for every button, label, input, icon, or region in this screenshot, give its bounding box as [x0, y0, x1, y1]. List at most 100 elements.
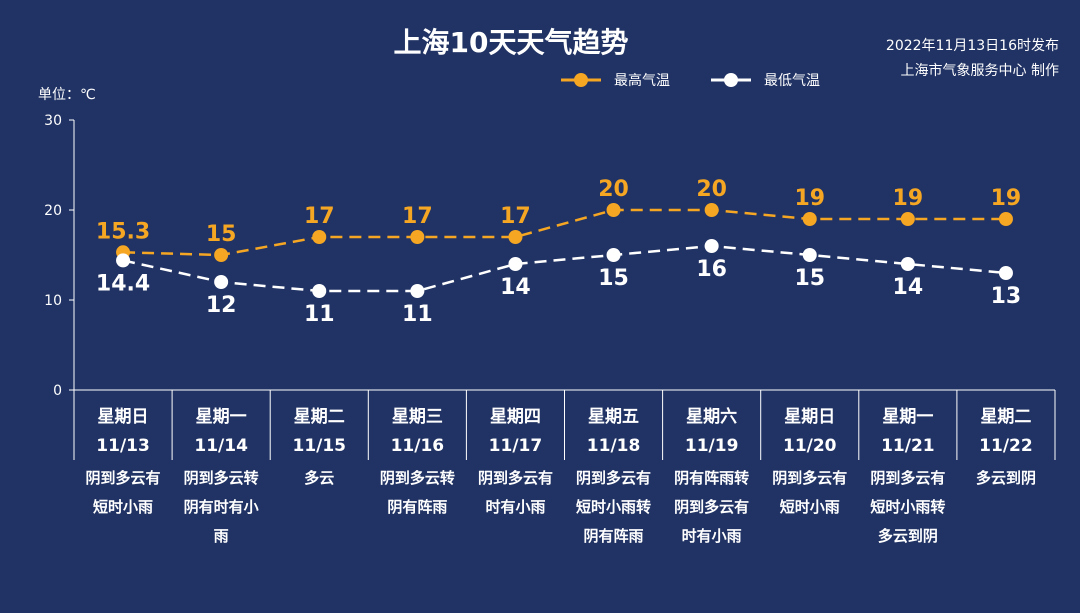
- legend-marker-high: [574, 73, 588, 87]
- weather-text: 阴有阵雨转: [674, 469, 749, 487]
- weather-text: 阴到多云转: [380, 469, 455, 487]
- weather-text: 短时小雨转: [870, 498, 945, 516]
- data-label-high: 19: [893, 186, 924, 211]
- data-label-high: 17: [402, 204, 433, 229]
- series-line-high: [123, 208, 1006, 257]
- weekday-label: 星期日: [784, 407, 835, 427]
- data-label-high: 17: [500, 204, 531, 229]
- weather-text: 阴到多云有: [674, 498, 749, 516]
- weather-text: 短时小雨转: [576, 498, 651, 516]
- data-point-low: [900, 257, 915, 271]
- weather-text: 阴到多云有: [772, 469, 847, 487]
- data-point-low: [998, 266, 1013, 280]
- weekday-label: 星期五: [588, 407, 639, 427]
- series-points: [116, 203, 1013, 298]
- data-point-high: [410, 230, 425, 244]
- weekday-label: 星期三: [392, 407, 443, 427]
- data-point-high: [704, 203, 719, 217]
- series-line-low: [122, 244, 1007, 293]
- data-point-high: [802, 212, 817, 226]
- data-label-low: 14.4: [96, 271, 150, 296]
- date-label: 11/13: [96, 436, 150, 456]
- weather-text: 多云到阴: [976, 469, 1036, 487]
- data-label-low: 14: [500, 275, 531, 300]
- y-tick-label: 10: [44, 293, 62, 309]
- date-label: 11/22: [979, 436, 1033, 456]
- data-point-high: [214, 248, 229, 262]
- weather-text: 阴到多云有: [870, 469, 945, 487]
- data-point-low: [214, 275, 229, 289]
- data-label-high: 17: [304, 204, 335, 229]
- weather-text: 短时小雨: [780, 498, 840, 516]
- data-label-low: 12: [206, 293, 237, 318]
- weekday-label: 星期一: [882, 407, 933, 427]
- y-axis-unit: 单位：℃: [38, 87, 96, 103]
- weather-text: 阴有时有小: [184, 498, 259, 516]
- data-point-high: [606, 203, 621, 217]
- weather-text: 阴到多云有: [86, 469, 161, 487]
- publisher: 上海市气象服务中心 制作: [901, 62, 1059, 79]
- y-tick-label: 0: [53, 383, 62, 399]
- weekday-label: 星期一: [196, 407, 247, 427]
- legend-item-low[interactable]: 最低气温: [711, 73, 820, 89]
- data-label-low: 14: [893, 275, 924, 300]
- data-label-high: 20: [696, 177, 727, 202]
- data-label-low: 13: [991, 284, 1022, 309]
- data-point-high: [508, 230, 523, 244]
- publish-time: 2022年11月13日16时发布: [886, 38, 1059, 54]
- date-label: 11/15: [292, 436, 346, 456]
- data-point-high: [998, 212, 1013, 226]
- y-tick-label: 30: [44, 113, 62, 129]
- weather-text: 阴有阵雨: [387, 498, 447, 516]
- data-label-low: 11: [402, 302, 433, 327]
- data-point-high: [312, 230, 327, 244]
- date-label: 11/16: [391, 436, 445, 456]
- data-label-low: 16: [696, 257, 727, 282]
- data-label-low: 15: [598, 266, 629, 291]
- weather-text: 短时小雨: [93, 498, 153, 516]
- data-point-low: [508, 257, 523, 271]
- data-point-low: [606, 248, 621, 262]
- data-label-high: 19: [794, 186, 825, 211]
- chart-title: 上海10天天气趋势: [394, 26, 629, 59]
- data-label-low: 15: [794, 266, 825, 291]
- data-point-low: [116, 253, 131, 268]
- axes: 0 10 20 30: [44, 113, 75, 460]
- legend: 最高气温 最低气温: [561, 72, 820, 89]
- weekday-label: 星期二: [294, 407, 345, 427]
- date-label: 11/18: [587, 436, 641, 456]
- data-label-high: 20: [598, 177, 629, 202]
- weather-text: 阴到多云有: [478, 469, 553, 487]
- data-point-high: [900, 212, 915, 226]
- date-label: 11/20: [783, 436, 837, 456]
- weather-text: 阴到多云有: [576, 469, 651, 487]
- series-lines: [122, 208, 1007, 293]
- date-label: 11/21: [881, 436, 935, 456]
- legend-marker-low: [724, 73, 738, 87]
- weather-text: 阴有阵雨: [584, 527, 644, 545]
- date-label: 11/17: [489, 436, 543, 456]
- date-label: 11/19: [685, 436, 739, 456]
- data-point-low: [312, 284, 327, 298]
- weekday-label: 星期六: [686, 406, 737, 427]
- weekday-label: 星期日: [98, 407, 149, 427]
- weekday-label: 星期二: [980, 407, 1031, 427]
- legend-label-high: 最高气温: [614, 72, 670, 89]
- data-label-high: 15.3: [96, 219, 150, 244]
- weather-text: 时有小雨: [682, 527, 742, 545]
- data-label-high: 19: [991, 186, 1022, 211]
- weather-text: 多云: [304, 469, 334, 487]
- weather-text: 雨: [214, 527, 229, 545]
- legend-item-high[interactable]: 最高气温: [561, 72, 670, 89]
- data-point-low: [410, 284, 425, 298]
- value-labels: 15.3 15 17 17 17 20 20 19 19 19 14.4 12 11 11 14 15 16 15…: [96, 177, 1021, 327]
- data-point-low: [802, 248, 817, 262]
- date-table: 星期日 11/13 星期一 11/14 星期二 11/15 星期三 11/16 星期四 11/17…: [74, 389, 1056, 460]
- weather-text: 时有小雨: [485, 498, 545, 516]
- data-point-low: [704, 239, 719, 253]
- weather-text: 阴到多云转: [184, 469, 259, 487]
- weather-text: 多云到阴: [878, 527, 938, 545]
- data-label-high: 15: [206, 222, 237, 247]
